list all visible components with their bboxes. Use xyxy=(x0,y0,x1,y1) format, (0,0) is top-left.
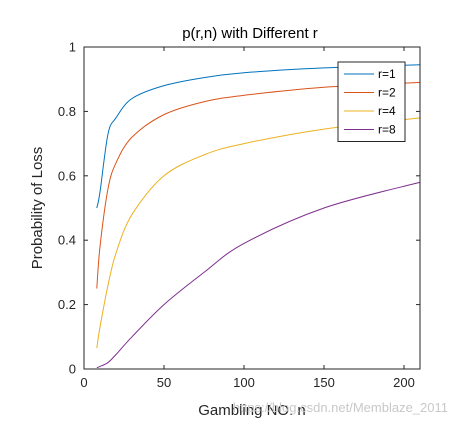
y-tick-label: 1 xyxy=(69,40,76,55)
series-line-4 xyxy=(96,181,421,369)
x-tick-label: 50 xyxy=(157,375,171,390)
axes xyxy=(83,46,421,370)
legend: r=1 r=2 r=4 r=8 xyxy=(337,61,406,142)
y-axis-title: Probability of Loss xyxy=(29,147,46,270)
x-tick-label: 100 xyxy=(233,375,255,390)
series-line-1 xyxy=(96,64,421,209)
series-line-3 xyxy=(96,117,421,349)
legend-box xyxy=(337,61,406,142)
axes-box xyxy=(83,46,421,370)
y-tick-label: 0 xyxy=(69,362,76,377)
watermark: https://blog.csdn.net/Memblaze_2011 xyxy=(233,400,448,415)
chart-title: p(r,n) with Different r xyxy=(182,25,318,42)
legend-label-4: r=8 xyxy=(378,123,396,137)
series-line-2 xyxy=(96,81,421,289)
tick-labels: 0 50 100 150 200 0 0.2 0.4 0.6 0.8 1 xyxy=(58,40,415,391)
x-tick-label: 150 xyxy=(313,375,335,390)
y-tick-label: 0.2 xyxy=(58,297,76,312)
x-tick-label: 0 xyxy=(80,375,87,390)
x-tick-label: 200 xyxy=(393,375,415,390)
legend-label-2: r=2 xyxy=(378,86,396,100)
legend-label-1: r=1 xyxy=(378,67,396,81)
legend-label-3: r=4 xyxy=(378,104,396,118)
y-tick-label: 0.6 xyxy=(58,168,76,183)
x-axis-title: Gambling NO. n xyxy=(198,402,306,419)
series-layer xyxy=(96,64,421,369)
y-tick-label: 0.8 xyxy=(58,104,76,119)
y-tick-label: 0.4 xyxy=(58,233,76,248)
